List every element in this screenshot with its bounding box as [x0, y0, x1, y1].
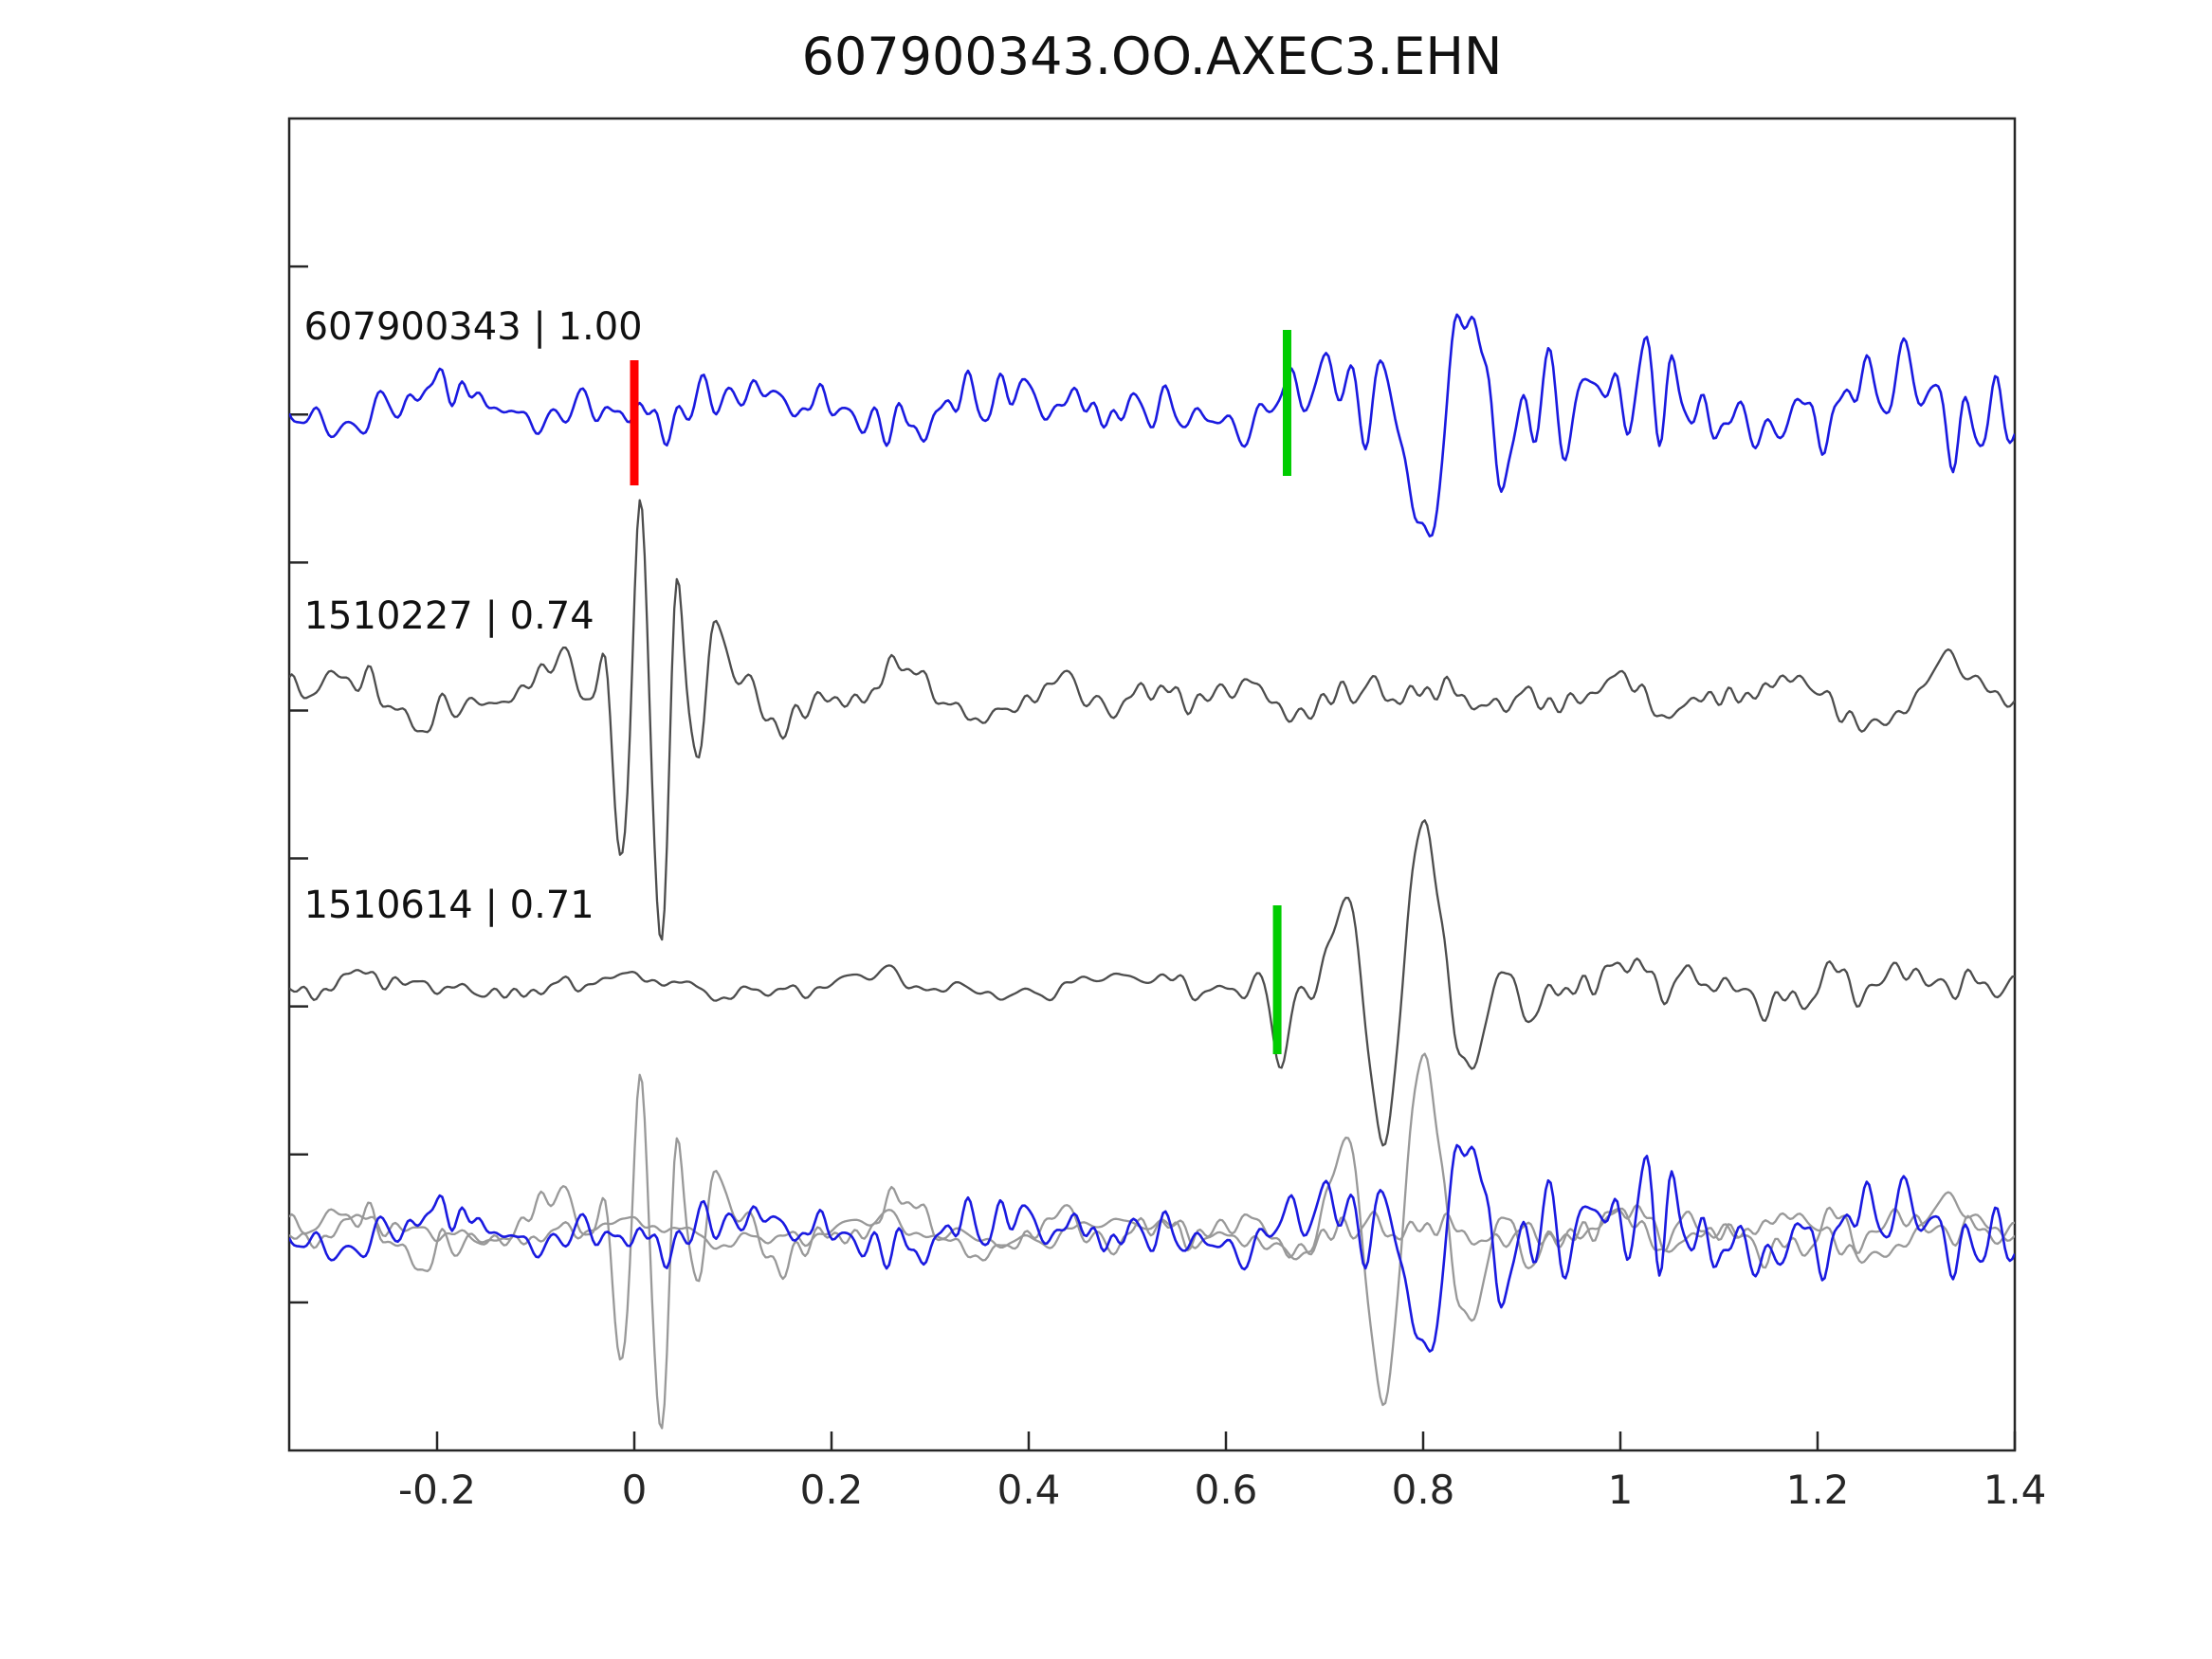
x-tick-label: -0.2 [398, 1467, 476, 1513]
axis-layer [287, 117, 2017, 1452]
pick-marker-layer [630, 330, 1291, 1054]
x-tick-label: 0.2 [800, 1467, 864, 1513]
waveform-trace-1510614-aligned [289, 1052, 2015, 1407]
x-tick-label: 0.4 [997, 1467, 1061, 1513]
tick-label-layer: -0.2 0 0.2 0.4 0.6 0.8 1 1.2 1.4 [398, 1467, 2046, 1513]
x-tick-label: 0 [622, 1467, 648, 1513]
trace-layer [289, 313, 2015, 1430]
plot-frame [287, 117, 2017, 1452]
waveform-trace-1510227 [289, 499, 2015, 941]
x-tick-label: 0.8 [1392, 1467, 1455, 1513]
trace-label-607900343: 607900343 | 1.00 [304, 305, 643, 349]
x-tick-label: 1 [1608, 1467, 1634, 1513]
x-tick-label: 0.6 [1195, 1467, 1258, 1513]
trace-label-1510614: 1510614 | 0.71 [304, 884, 594, 927]
trace-label-layer: 607900343 | 1.00 1510227 | 0.74 1510614 | … [304, 305, 643, 927]
chart-title: 607900343.OO.AXEC3.EHN [802, 27, 1503, 86]
waveform-trace-607900343-reference [289, 1143, 2015, 1353]
waveform-trace-607900343 [289, 313, 2015, 538]
waveform-trace-1510614 [289, 819, 2015, 1147]
x-tick-label: 1.4 [1983, 1467, 2047, 1513]
x-tick-label: 1.2 [1786, 1467, 1850, 1513]
trace-label-1510227: 1510227 | 0.74 [304, 594, 594, 638]
